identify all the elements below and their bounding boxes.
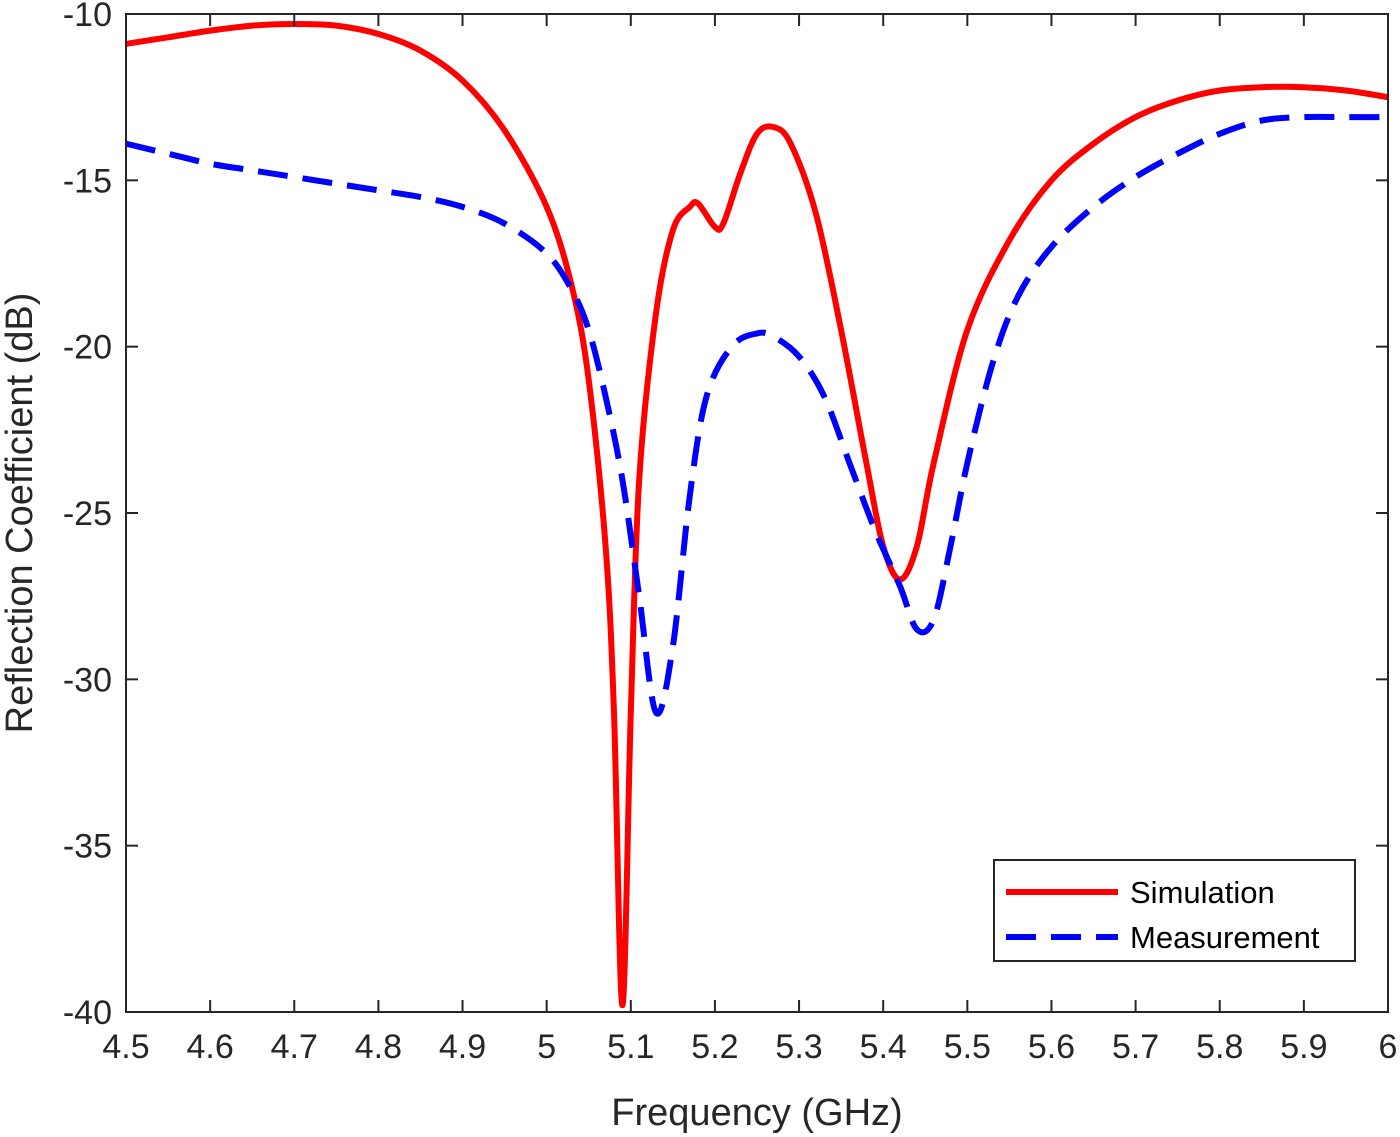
legend-label-simulation: Simulation	[1130, 875, 1275, 910]
y-tick-label: -40	[63, 994, 112, 1032]
y-tick-label: -30	[63, 661, 112, 699]
y-tick-label: -20	[63, 329, 112, 367]
x-axis-label: Frequency (GHz)	[611, 1092, 902, 1134]
series-line-measurement	[126, 113, 1388, 717]
y-axis-label: Reflection Coefficient (dB)	[0, 293, 41, 734]
x-tick-label: 5.1	[607, 1028, 654, 1066]
x-tick-label: 5.9	[1280, 1028, 1327, 1066]
x-tick-label: 4.5	[102, 1028, 149, 1066]
y-tick-label: -10	[63, 0, 112, 34]
x-tick-label: 4.6	[187, 1028, 234, 1066]
legend-box	[993, 859, 1356, 962]
x-tick-label: 5.6	[1028, 1028, 1075, 1066]
x-axis-ticks: 4.5 4.6 4.7 4.8 4.9 5 5.1 5.2 5.3 5.4 5.5 5.6 5.7 5.8…	[102, 14, 1397, 1066]
y-tick-label: -25	[63, 495, 112, 533]
legend: Simulation Measurement	[993, 859, 1356, 962]
x-tick-label: 5	[537, 1028, 556, 1066]
x-tick-label: 5.3	[775, 1028, 822, 1066]
x-tick-label: 5.4	[860, 1028, 907, 1066]
x-tick-label: 4.9	[439, 1028, 486, 1066]
series-group	[126, 21, 1388, 1009]
plot-background	[126, 14, 1388, 1012]
y-tick-label: -35	[63, 828, 112, 866]
x-tick-label: 5.2	[691, 1028, 738, 1066]
x-tick-label: 4.8	[355, 1028, 402, 1066]
series-line-simulation	[126, 21, 1388, 1009]
y-axis-ticks: -10 -15 -20 -25 -30 -35 -40	[63, 0, 1388, 1032]
y-tick-label: -15	[63, 162, 112, 200]
x-tick-label: 5.8	[1196, 1028, 1243, 1066]
x-tick-label: 5.7	[1112, 1028, 1159, 1066]
legend-label-measurement: Measurement	[1130, 920, 1320, 955]
x-tick-label: 5.5	[944, 1028, 991, 1066]
plot-area	[126, 14, 1388, 1012]
series-layer	[126, 21, 1388, 1009]
x-tick-label: 4.7	[271, 1028, 318, 1066]
x-tick-label: 6	[1379, 1028, 1398, 1066]
